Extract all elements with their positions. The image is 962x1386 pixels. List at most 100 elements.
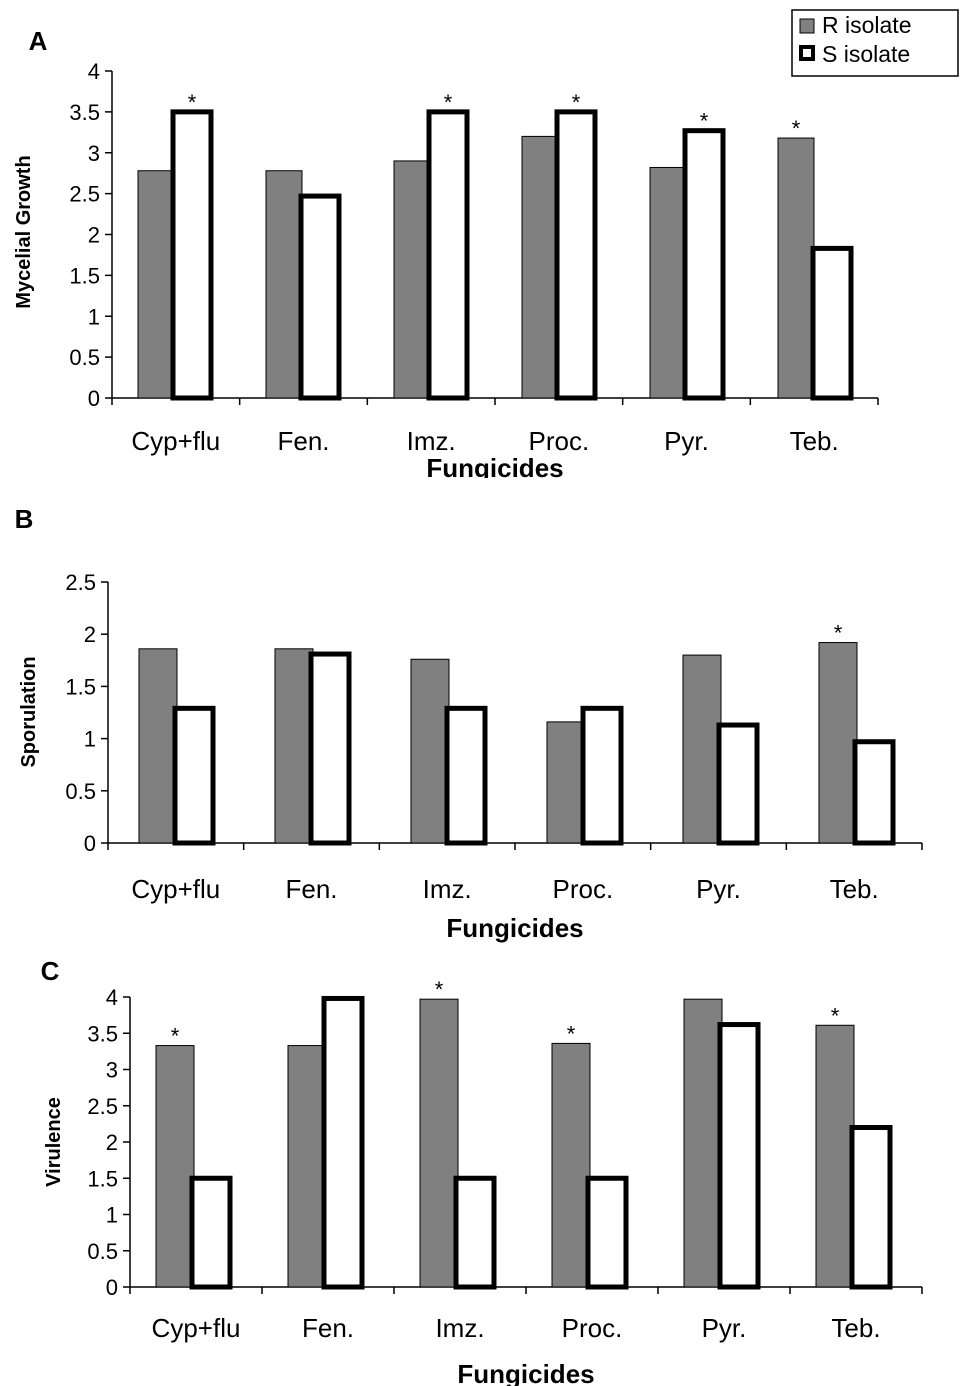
chart-panel-c: C 0 0.5 1 1.5 2 2.5 3 3.5 4 * Cyp+flu Fen. * Imz. * Proc… [41, 956, 923, 1386]
x-tick-label: Cyp+flu [131, 426, 220, 456]
y-tick-label: 2.5 [87, 1094, 118, 1119]
x-tick-label: Proc. [562, 1313, 623, 1343]
bar-s-isolate-5 [682, 128, 726, 401]
bar-s-isolate-4 [585, 1175, 629, 1290]
y-tick-label: 0 [88, 386, 100, 411]
chart-panel-b: B 0 0.5 1 1.5 2 2.5 Cyp+flu Fen. Imz. Proc. Pyr. * Te… [15, 504, 923, 943]
x-axis-label: Fungicides [426, 453, 563, 483]
panel-label: B [15, 504, 34, 534]
legend-label-s: S isolate [822, 41, 910, 67]
significance-marker: * [444, 90, 453, 115]
bar-s-isolate-4 [580, 705, 624, 846]
significance-marker: * [792, 116, 801, 141]
y-tick-label: 1.5 [65, 674, 96, 699]
y-tick-label: 3.5 [69, 100, 100, 125]
bar-s-isolate-3 [453, 1175, 497, 1290]
bar-r-isolate-5 [683, 998, 723, 1288]
y-tick-label: 0.5 [65, 779, 96, 804]
x-axis-label: Fungicides [457, 1359, 594, 1386]
legend-box [791, 9, 959, 77]
bar-s-isolate-6 [810, 245, 854, 401]
bar-r-isolate-3 [419, 998, 459, 1288]
legend: R isolate S isolate [791, 9, 959, 77]
y-tick-label: 3.5 [87, 1021, 118, 1046]
bar-r-isolate-6 [777, 137, 815, 399]
x-tick-label: Pyr. [664, 426, 709, 456]
x-tick-label: Cyp+flu [131, 874, 220, 904]
bar-r-isolate-3 [393, 160, 431, 399]
bar-r-isolate-1 [138, 648, 178, 844]
significance-marker: * [700, 109, 709, 134]
significance-marker: * [171, 1024, 180, 1049]
y-tick-label: 0 [106, 1275, 118, 1300]
significance-marker: * [834, 621, 843, 646]
x-tick-label: Pyr. [702, 1313, 747, 1343]
significance-marker: * [567, 1021, 576, 1046]
bar-s-isolate-6 [852, 739, 896, 846]
y-tick-label: 0.5 [87, 1239, 118, 1264]
panel-label: C [41, 956, 60, 986]
y-tick-label: 2.5 [69, 182, 100, 207]
x-tick-label: Imz. [407, 426, 456, 456]
y-tick-label: 0.5 [69, 345, 100, 370]
bar-s-isolate-3 [426, 109, 470, 401]
x-tick-label: Proc. [528, 426, 589, 456]
y-tick-label: 1.5 [69, 263, 100, 288]
bar-s-isolate-3 [444, 705, 488, 846]
bar-r-isolate-2 [265, 170, 303, 399]
significance-marker: * [435, 977, 444, 1002]
bar-s-isolate-2 [308, 651, 352, 846]
y-tick-label: 2 [106, 1130, 118, 1155]
panel-label: A [29, 26, 48, 56]
x-tick-label: Fen. [277, 426, 329, 456]
y-tick-label: 2.5 [65, 570, 96, 595]
bar-s-isolate-6 [849, 1125, 893, 1290]
y-tick-label: 3 [106, 1058, 118, 1083]
x-tick-label: Imz. [435, 1313, 484, 1343]
x-tick-label: Imz. [423, 874, 472, 904]
x-tick-label: Fen. [302, 1313, 354, 1343]
legend-swatch-s [799, 45, 815, 61]
bar-r-isolate-1 [155, 1045, 195, 1288]
legend-swatch-r [799, 18, 815, 34]
bar-r-isolate-4 [551, 1042, 591, 1288]
bar-r-isolate-1 [137, 170, 175, 399]
y-tick-label: 1.5 [87, 1166, 118, 1191]
y-axis-label: Virulence [43, 1097, 65, 1187]
bar-s-isolate-1 [170, 109, 214, 401]
bar-s-isolate-4 [554, 109, 598, 401]
x-tick-label: Teb. [831, 1313, 880, 1343]
significance-marker: * [572, 90, 581, 115]
x-tick-label: Pyr. [696, 874, 741, 904]
bar-r-isolate-2 [287, 1045, 327, 1288]
y-axis-label: Mycelial Growth [13, 155, 35, 308]
y-tick-label: 2 [84, 622, 96, 647]
bar-r-isolate-3 [410, 658, 450, 844]
bar-s-isolate-1 [172, 705, 216, 846]
bar-r-isolate-4 [521, 135, 559, 399]
bar-s-isolate-1 [189, 1175, 233, 1290]
y-tick-label: 1 [106, 1203, 118, 1228]
bar-s-isolate-5 [716, 722, 760, 846]
y-tick-label: 0 [84, 831, 96, 856]
bar-s-isolate-2 [321, 995, 365, 1290]
bar-r-isolate-5 [682, 654, 722, 844]
bar-s-isolate-2 [298, 193, 342, 401]
bar-s-isolate-5 [717, 1022, 761, 1290]
significance-marker: * [188, 90, 197, 115]
y-tick-label: 3 [88, 141, 100, 166]
x-tick-label: Teb. [830, 874, 879, 904]
x-tick-label: Proc. [552, 874, 613, 904]
y-axis-label: Sporulation [18, 656, 40, 767]
bar-r-isolate-4 [546, 721, 586, 844]
bar-r-isolate-6 [818, 642, 858, 844]
x-tick-label: Teb. [790, 426, 839, 456]
chart-panel-a: A 0 0.5 1 1.5 2 2.5 3 3.5 4 * Cyp+flu Fen. * Imz. * Proc… [13, 26, 879, 483]
y-tick-label: 1 [88, 304, 100, 329]
y-tick-label: 4 [88, 59, 100, 84]
y-tick-label: 4 [106, 985, 118, 1010]
x-tick-label: Cyp+flu [152, 1313, 241, 1343]
bar-r-isolate-5 [649, 166, 687, 399]
y-tick-label: 2 [88, 223, 100, 248]
x-axis-label: Fungicides [446, 913, 583, 943]
